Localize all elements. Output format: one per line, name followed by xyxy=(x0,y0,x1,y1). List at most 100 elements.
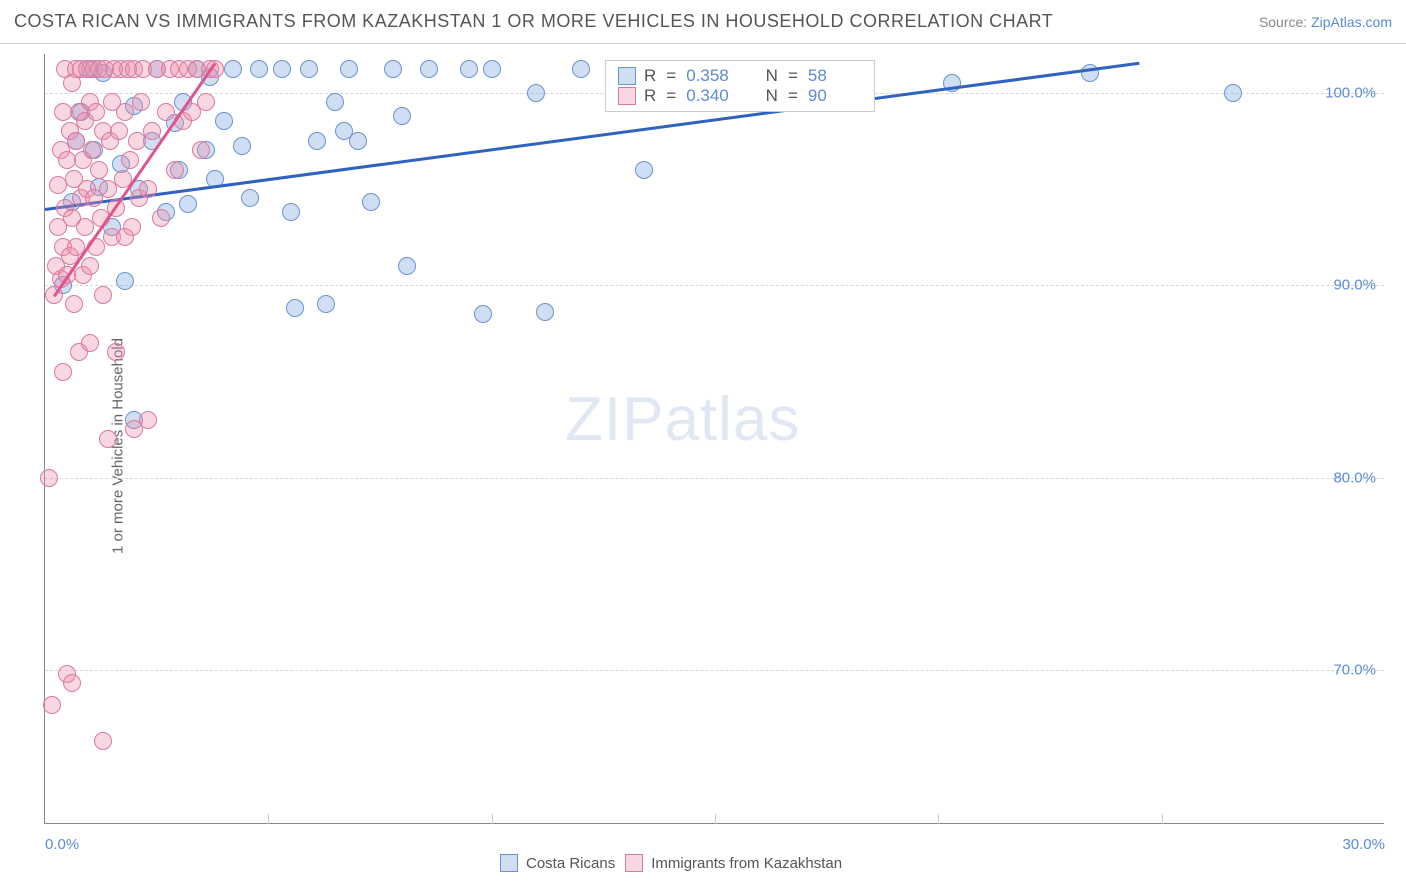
scatter-point xyxy=(349,132,367,150)
scatter-point xyxy=(326,93,344,111)
stats-eq: = xyxy=(788,86,798,106)
plot-area: ZIPatlas 70.0%80.0%90.0%100.0%0.0%30.0% xyxy=(44,54,1384,824)
stats-N-label: N xyxy=(766,86,778,106)
scatter-point xyxy=(63,674,81,692)
stats-R-label: R xyxy=(644,86,656,106)
scatter-point xyxy=(536,303,554,321)
scatter-point xyxy=(166,161,184,179)
scatter-point xyxy=(635,161,653,179)
source-prefix: Source: xyxy=(1259,14,1311,30)
scatter-point xyxy=(94,732,112,750)
watermark-zip: ZIP xyxy=(565,385,664,454)
y-tick-label: 80.0% xyxy=(1333,469,1376,486)
stats-N-value: 58 xyxy=(808,66,862,86)
scatter-point xyxy=(362,193,380,211)
legend-swatch-pink xyxy=(625,854,643,872)
stats-eq: = xyxy=(788,66,798,86)
legend-item-costa-ricans: Costa Ricans xyxy=(500,854,615,872)
scatter-point xyxy=(83,141,101,159)
scatter-point xyxy=(340,60,358,78)
legend-swatch-blue xyxy=(500,854,518,872)
scatter-point xyxy=(121,151,139,169)
x-tick-label: 0.0% xyxy=(45,836,79,853)
scatter-point xyxy=(143,122,161,140)
scatter-point xyxy=(241,189,259,207)
scatter-point xyxy=(179,195,197,213)
stats-panel: R = 0.358 N = 58 R = 0.340 N = 90 xyxy=(605,60,875,112)
scatter-point xyxy=(90,161,108,179)
x-minor-tick xyxy=(715,814,716,824)
scatter-point xyxy=(192,141,210,159)
gridline-horizontal xyxy=(45,478,1384,479)
scatter-point xyxy=(107,343,125,361)
source-link[interactable]: ZipAtlas.com xyxy=(1311,14,1392,30)
scatter-point xyxy=(483,60,501,78)
scatter-point xyxy=(273,60,291,78)
y-tick-label: 90.0% xyxy=(1333,277,1376,294)
scatter-point xyxy=(393,107,411,125)
title-bar: COSTA RICAN VS IMMIGRANTS FROM KAZAKHSTA… xyxy=(0,0,1406,44)
scatter-point xyxy=(40,469,58,487)
legend-label-kazakhstan: Immigrants from Kazakhstan xyxy=(651,855,842,872)
scatter-point xyxy=(233,137,251,155)
chart-container: COSTA RICAN VS IMMIGRANTS FROM KAZAKHSTA… xyxy=(0,0,1406,892)
scatter-point xyxy=(54,363,72,381)
stats-row: R = 0.340 N = 90 xyxy=(618,86,862,106)
x-minor-tick xyxy=(1162,814,1163,824)
x-minor-tick xyxy=(938,814,939,824)
scatter-point xyxy=(215,112,233,130)
x-minor-tick xyxy=(268,814,269,824)
x-minor-tick xyxy=(492,814,493,824)
scatter-point xyxy=(224,60,242,78)
legend-item-kazakhstan: Immigrants from Kazakhstan xyxy=(625,854,842,872)
scatter-point xyxy=(384,60,402,78)
gridline-horizontal xyxy=(45,285,1384,286)
scatter-point xyxy=(572,60,590,78)
scatter-point xyxy=(81,334,99,352)
stats-N-label: N xyxy=(766,66,778,86)
scatter-point xyxy=(460,60,478,78)
scatter-point xyxy=(139,411,157,429)
scatter-point xyxy=(132,93,150,111)
scatter-point xyxy=(139,180,157,198)
scatter-point xyxy=(474,305,492,323)
y-tick-label: 70.0% xyxy=(1333,662,1376,679)
stats-R-label: R xyxy=(644,66,656,86)
scatter-point xyxy=(317,295,335,313)
scatter-point xyxy=(197,93,215,111)
scatter-point xyxy=(81,257,99,275)
bottom-legend: Costa Ricans Immigrants from Kazakhstan xyxy=(500,854,842,872)
scatter-point xyxy=(1224,84,1242,102)
stats-eq: = xyxy=(666,86,676,106)
scatter-point xyxy=(308,132,326,150)
scatter-point xyxy=(99,430,117,448)
scatter-point xyxy=(94,286,112,304)
gridline-horizontal xyxy=(45,670,1384,671)
source-attribution: Source: ZipAtlas.com xyxy=(1259,14,1392,30)
scatter-point xyxy=(65,295,83,313)
watermark-atlas: atlas xyxy=(664,385,800,454)
stats-eq: = xyxy=(666,66,676,86)
watermark: ZIPatlas xyxy=(565,384,800,455)
scatter-point xyxy=(110,122,128,140)
scatter-point xyxy=(250,60,268,78)
scatter-point xyxy=(398,257,416,275)
scatter-point xyxy=(420,60,438,78)
scatter-point xyxy=(282,203,300,221)
stats-R-value: 0.358 xyxy=(686,66,740,86)
scatter-point xyxy=(300,60,318,78)
stats-R-value: 0.340 xyxy=(686,86,740,106)
scatter-point xyxy=(43,696,61,714)
scatter-point xyxy=(123,218,141,236)
scatter-point xyxy=(157,103,175,121)
scatter-point xyxy=(286,299,304,317)
y-tick-label: 100.0% xyxy=(1325,84,1376,101)
stats-row: R = 0.358 N = 58 xyxy=(618,66,862,86)
legend-label-costa-ricans: Costa Ricans xyxy=(526,855,615,872)
stats-swatch xyxy=(618,87,636,105)
chart-title: COSTA RICAN VS IMMIGRANTS FROM KAZAKHSTA… xyxy=(14,11,1053,32)
stats-swatch xyxy=(618,67,636,85)
stats-N-value: 90 xyxy=(808,86,862,106)
scatter-point xyxy=(152,209,170,227)
scatter-point xyxy=(116,272,134,290)
